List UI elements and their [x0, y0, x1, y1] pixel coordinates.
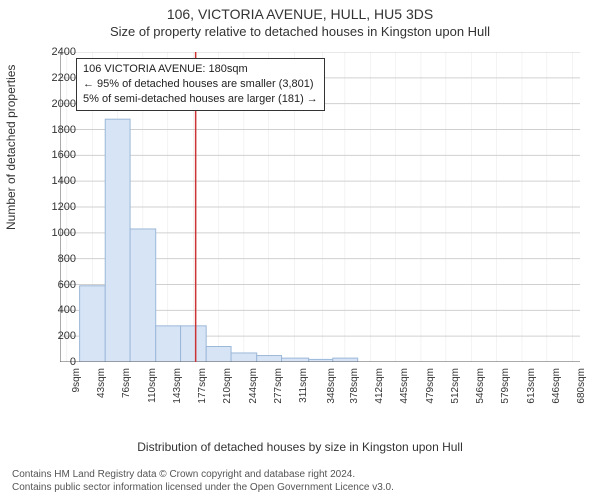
x-tick: 646sqm [551, 368, 562, 416]
y-tick: 1200 [42, 201, 76, 213]
x-tick: 680sqm [576, 368, 587, 416]
plot-area: 106 VICTORIA AVENUE: 180sqm ← 95% of det… [60, 52, 580, 412]
x-tick: 244sqm [248, 368, 259, 416]
marker-info-box: 106 VICTORIA AVENUE: 180sqm ← 95% of det… [76, 58, 325, 111]
y-tick: 2400 [42, 46, 76, 58]
y-tick: 600 [42, 279, 76, 291]
y-tick: 0 [42, 356, 76, 368]
y-tick: 400 [42, 304, 76, 316]
info-line-1: 106 VICTORIA AVENUE: 180sqm [83, 62, 318, 77]
y-tick: 800 [42, 253, 76, 265]
y-tick: 2200 [42, 72, 76, 84]
x-tick: 9sqm [71, 368, 82, 416]
y-tick: 1400 [42, 175, 76, 187]
x-tick: 110sqm [147, 368, 158, 416]
x-tick: 512sqm [450, 368, 461, 416]
y-tick: 2000 [42, 98, 76, 110]
y-tick: 1800 [42, 124, 76, 136]
x-tick: 76sqm [121, 368, 132, 416]
x-tick: 579sqm [500, 368, 511, 416]
x-tick: 348sqm [326, 368, 337, 416]
info-line-3: 5% of semi-detached houses are larger (1… [83, 92, 318, 107]
chart-title: 106, VICTORIA AVENUE, HULL, HU5 3DS [0, 0, 600, 22]
y-tick: 1000 [42, 227, 76, 239]
chart-subtitle: Size of property relative to detached ho… [0, 22, 600, 39]
x-tick: 43sqm [96, 368, 107, 416]
y-tick: 1600 [42, 149, 76, 161]
footer-line-1: Contains HM Land Registry data © Crown c… [12, 469, 394, 482]
x-tick: 311sqm [298, 368, 309, 416]
x-tick: 210sqm [222, 368, 233, 416]
x-tick: 412sqm [374, 368, 385, 416]
x-tick: 143sqm [172, 368, 183, 416]
chart-container: 106, VICTORIA AVENUE, HULL, HU5 3DS Size… [0, 0, 600, 500]
x-tick: 445sqm [399, 368, 410, 416]
x-tick: 177sqm [197, 368, 208, 416]
y-axis-label: Number of detached properties [4, 65, 18, 230]
y-tick: 200 [42, 330, 76, 342]
x-tick: 378sqm [349, 368, 360, 416]
x-tick: 546sqm [475, 368, 486, 416]
x-tick: 613sqm [526, 368, 537, 416]
attribution-footer: Contains HM Land Registry data © Crown c… [12, 469, 394, 494]
x-tick: 479sqm [425, 368, 436, 416]
x-axis-label: Distribution of detached houses by size … [0, 440, 600, 454]
x-tick: 277sqm [273, 368, 284, 416]
footer-line-2: Contains public sector information licen… [12, 482, 394, 495]
info-line-2: ← 95% of detached houses are smaller (3,… [83, 77, 318, 92]
